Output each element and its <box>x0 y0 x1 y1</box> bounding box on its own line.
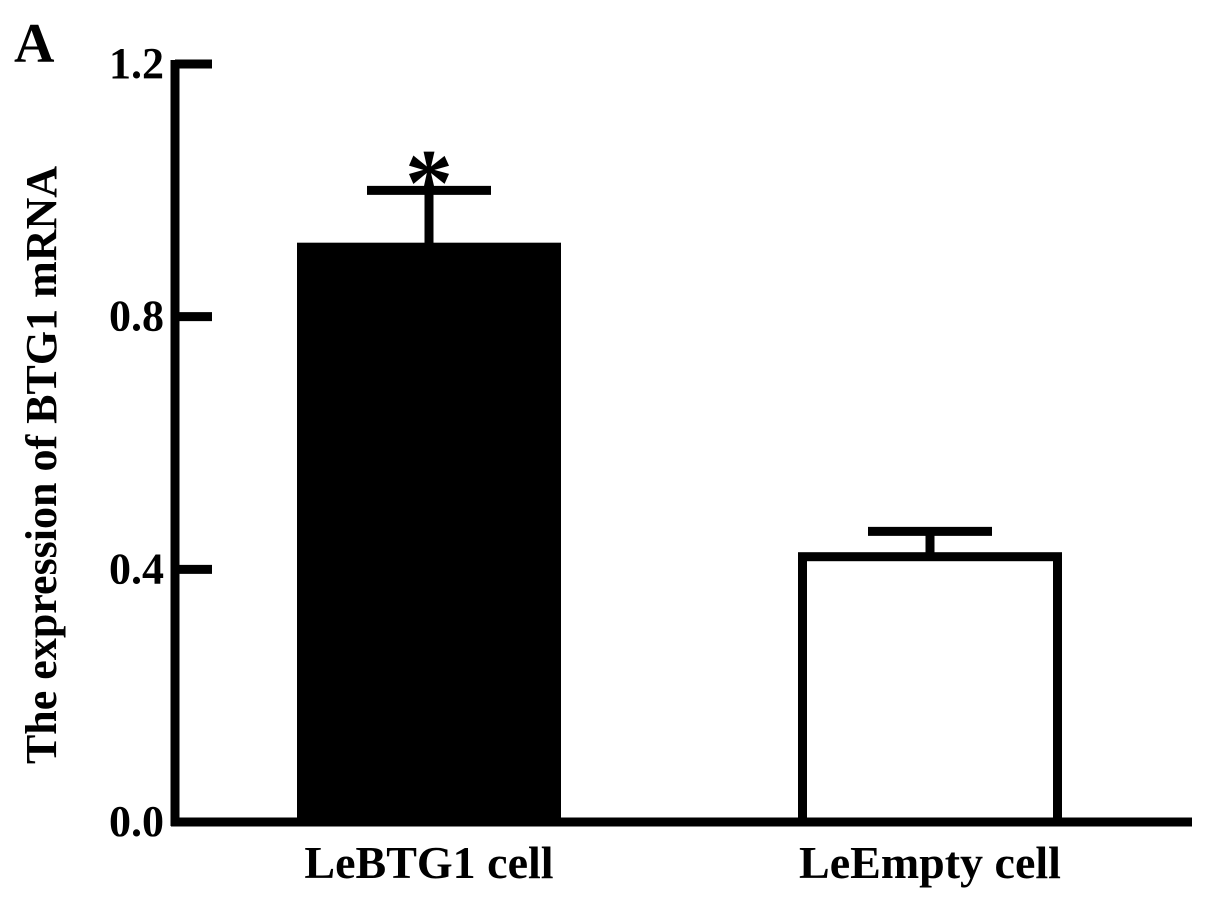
panel-label: A <box>14 13 55 75</box>
significance-markers: * <box>405 129 453 236</box>
y-tick-label: 0.8 <box>109 292 164 341</box>
error-bars <box>367 185 992 557</box>
y-axis-label: The expression of BTG1 mRNA <box>17 166 66 764</box>
x-tick-labels: LeBTG1 cell LeEmpty cell <box>304 837 1061 888</box>
x-tick-label: LeBTG1 cell <box>304 837 553 888</box>
y-tick-label: 1.2 <box>109 39 164 88</box>
bars <box>297 242 1062 827</box>
bar-1 <box>798 552 1062 827</box>
significance-marker: * <box>405 129 453 236</box>
y-tick-label: 0.0 <box>109 797 164 846</box>
y-ticks: 0.0 0.4 0.8 1.2 <box>109 39 212 846</box>
y-tick-label: 0.4 <box>109 544 164 593</box>
x-tick-label: LeEmpty cell <box>799 837 1061 888</box>
bar-0 <box>297 242 561 827</box>
